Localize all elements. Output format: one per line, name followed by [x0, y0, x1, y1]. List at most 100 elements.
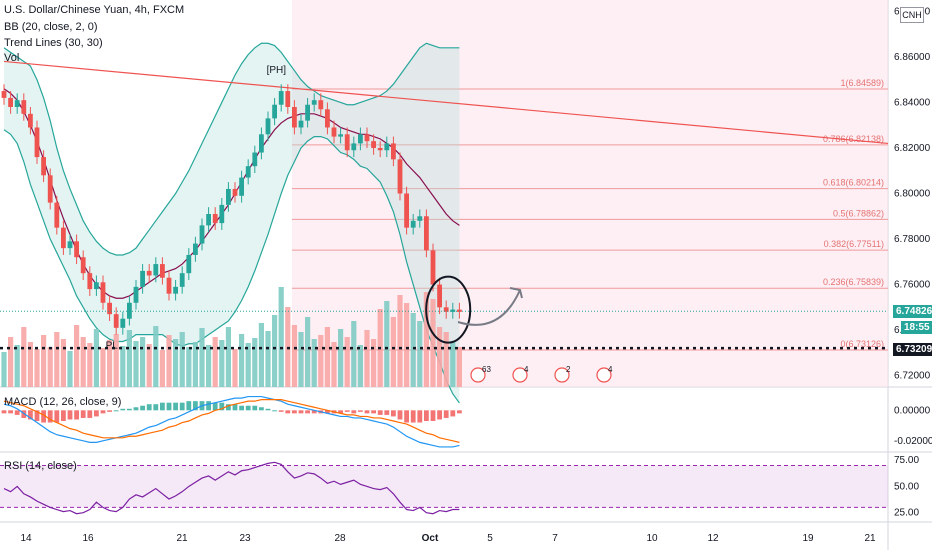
candle-body: [166, 277, 172, 294]
volume-bar: [166, 335, 172, 387]
candle-body: [305, 104, 310, 121]
macd-histogram-bar: [437, 410, 442, 420]
macd-histogram-bar: [371, 410, 376, 414]
trendlines-indicator-label[interactable]: Trend Lines (30, 30): [4, 37, 103, 49]
price-axis-tick: 6.72000: [894, 371, 931, 382]
macd-histogram-bar: [391, 410, 396, 417]
trend-line: [3, 60, 889, 145]
pivot-high-label: [PH]: [267, 65, 287, 76]
macd-histogram-bar: [424, 410, 429, 421]
economic-event-icon: [554, 367, 570, 383]
macd-histogram-bar: [14, 410, 20, 415]
macd-histogram-bar: [8, 410, 13, 414]
macd-histogram-bar: [34, 410, 40, 421]
volume-bar: [146, 344, 152, 387]
candle-body: [8, 97, 13, 107]
volume-bar: [298, 332, 304, 387]
macd-histogram-bar: [28, 410, 33, 420]
macd-histogram-bar: [443, 410, 449, 418]
volume-bar: [245, 343, 251, 387]
volume-bar: [219, 340, 225, 387]
macd-histogram-bar: [54, 410, 60, 423]
rsi-axis-tick: 25.00: [894, 508, 919, 519]
fib-level-label: 1(6.84589): [840, 78, 884, 88]
volume-bar: [120, 346, 126, 387]
candle-body: [212, 213, 218, 224]
time-axis-tick: 28: [334, 533, 346, 544]
candle-body: [61, 227, 66, 249]
symbol-title: U.S. Dollar/Chinese Yuan, 4h, FXCM: [4, 4, 185, 16]
macd-histogram-bar: [325, 410, 330, 414]
macd-histogram-bar: [133, 407, 139, 411]
volume-bar: [338, 329, 344, 387]
macd-pane[interactable]: [1, 395, 462, 448]
time-axis[interactable]: 14 16 21 23 28 Oct 5 7 10 12 19 21: [20, 533, 876, 544]
macd-histogram-bar: [410, 410, 416, 423]
macd-histogram-bar: [457, 410, 462, 414]
bb-indicator-label[interactable]: BB (20, close, 2, 0): [4, 21, 98, 33]
macd-histogram-bar: [430, 410, 436, 421]
volume-bar: [225, 327, 231, 387]
macd-histogram-bar: [153, 404, 159, 411]
volume-bar: [443, 332, 449, 387]
candle-body: [404, 193, 409, 228]
rsi-pane[interactable]: [0, 461, 888, 515]
time-axis-tick: 23: [239, 533, 251, 544]
candle-body: [457, 309, 462, 312]
volume-bar: [34, 349, 40, 387]
macd-histogram-bar: [127, 408, 132, 411]
price-axis[interactable]: 6.880006.860006.840006.820006.800006.780…: [894, 6, 932, 518]
volume-bar: [54, 332, 60, 387]
fib-level-label: 0.236(6.75839): [823, 277, 884, 287]
macd-histogram-bar: [358, 410, 363, 412]
candle-body: [153, 264, 159, 276]
volume-bar: [212, 337, 218, 387]
candle-body: [430, 250, 436, 285]
macd-histogram-bar: [338, 410, 343, 414]
candle-body: [67, 241, 73, 249]
macd-histogram-bar: [226, 404, 231, 411]
macd-indicator-label[interactable]: MACD (12, 26, close, 9): [4, 396, 122, 408]
macd-histogram-bar: [272, 410, 277, 412]
rsi-line: [3, 461, 460, 515]
volume-bar: [67, 351, 73, 387]
time-axis-tick: 19: [802, 533, 814, 544]
macd-histogram-bar: [417, 410, 423, 423]
macd-histogram-bar: [219, 402, 225, 411]
candle-body: [127, 302, 132, 319]
fib-level-label: 0(6.73126): [840, 339, 884, 349]
volume-bar: [397, 295, 403, 387]
price-pane[interactable]: [PH] PL 63 4 2 4: [0, 42, 889, 404]
rsi-band: [0, 465, 888, 508]
rsi-indicator-label[interactable]: RSI (14, close): [4, 460, 77, 472]
fib-level-label: 0.618(6.80214): [823, 178, 884, 188]
candle-body: [113, 314, 119, 328]
volume-bar: [87, 343, 93, 387]
candle-body: [232, 188, 238, 196]
price-axis-tick: 6.80000: [894, 189, 931, 200]
candle-body: [344, 134, 350, 151]
macd-histogram-bar: [179, 402, 185, 411]
volume-bar: [437, 327, 443, 387]
last-price-tag: 6.74826: [893, 305, 932, 318]
macd-histogram-bar: [113, 410, 119, 412]
volume-bar: [80, 337, 86, 387]
macd-histogram-bar: [259, 407, 264, 411]
candle-body: [311, 100, 317, 105]
macd-histogram-bar: [232, 404, 238, 411]
candle-body: [358, 134, 363, 144]
macd-histogram-bar: [186, 401, 192, 411]
candle-body: [186, 254, 192, 274]
price-axis-tick: 6.84000: [894, 97, 931, 108]
macd-axis-tick: 0.00000: [894, 405, 931, 416]
volume-indicator-label[interactable]: Vol: [4, 52, 20, 64]
volume-bar: [258, 323, 264, 387]
time-axis-tick: 16: [82, 533, 94, 544]
currency-badge[interactable]: CNH: [900, 7, 924, 23]
candle-body: [285, 91, 291, 107]
volume-bar: [74, 325, 80, 387]
candle-body: [34, 127, 40, 158]
volume-bar: [351, 321, 357, 387]
candle-body: [377, 147, 383, 151]
